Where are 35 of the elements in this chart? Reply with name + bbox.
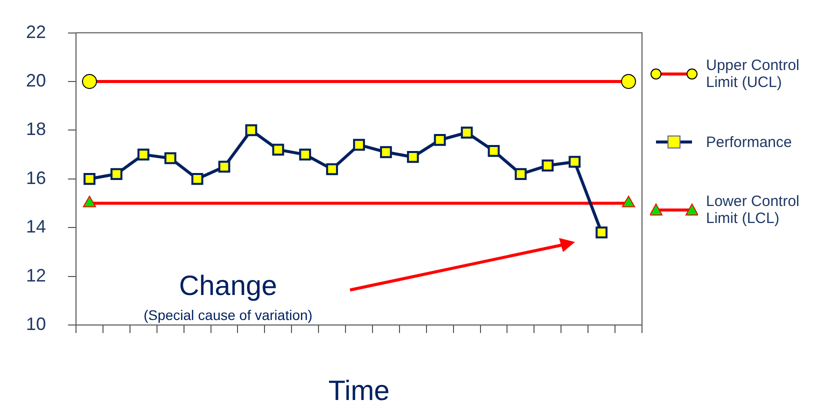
point	[245, 124, 258, 136]
y-tick-label: 16	[26, 168, 46, 188]
annotation: (Special cause of variation)	[144, 307, 312, 323]
point	[299, 148, 312, 160]
point	[326, 163, 338, 176]
point	[218, 160, 230, 173]
point	[191, 172, 204, 185]
point	[621, 74, 636, 89]
point	[84, 172, 96, 185]
y-tick-label: 14	[26, 216, 46, 237]
point	[542, 160, 554, 172]
point	[596, 226, 608, 238]
legend-label: Lower Control Limit (LCL)	[706, 193, 800, 227]
point	[272, 144, 284, 156]
annotation: Change	[178, 270, 278, 301]
point	[353, 138, 365, 151]
point	[137, 148, 150, 160]
point	[488, 144, 500, 157]
point	[434, 134, 446, 146]
point	[568, 156, 581, 168]
y-tick-label: 20	[26, 70, 46, 90]
y-tick-label: 10	[26, 314, 46, 334]
legend-label: Upper Control Limit (UCL)	[706, 57, 800, 91]
y-tick-label: 22	[26, 22, 46, 42]
x-axis-title: Time	[328, 374, 390, 406]
point	[110, 168, 122, 180]
y-tick-label: 18	[26, 119, 46, 140]
legend-label: Performance	[706, 134, 792, 150]
y-tick-label: 12	[26, 265, 46, 286]
point	[460, 126, 473, 139]
point	[406, 151, 419, 163]
point	[82, 74, 97, 89]
point	[164, 152, 176, 164]
point	[380, 146, 392, 158]
point	[514, 168, 527, 180]
